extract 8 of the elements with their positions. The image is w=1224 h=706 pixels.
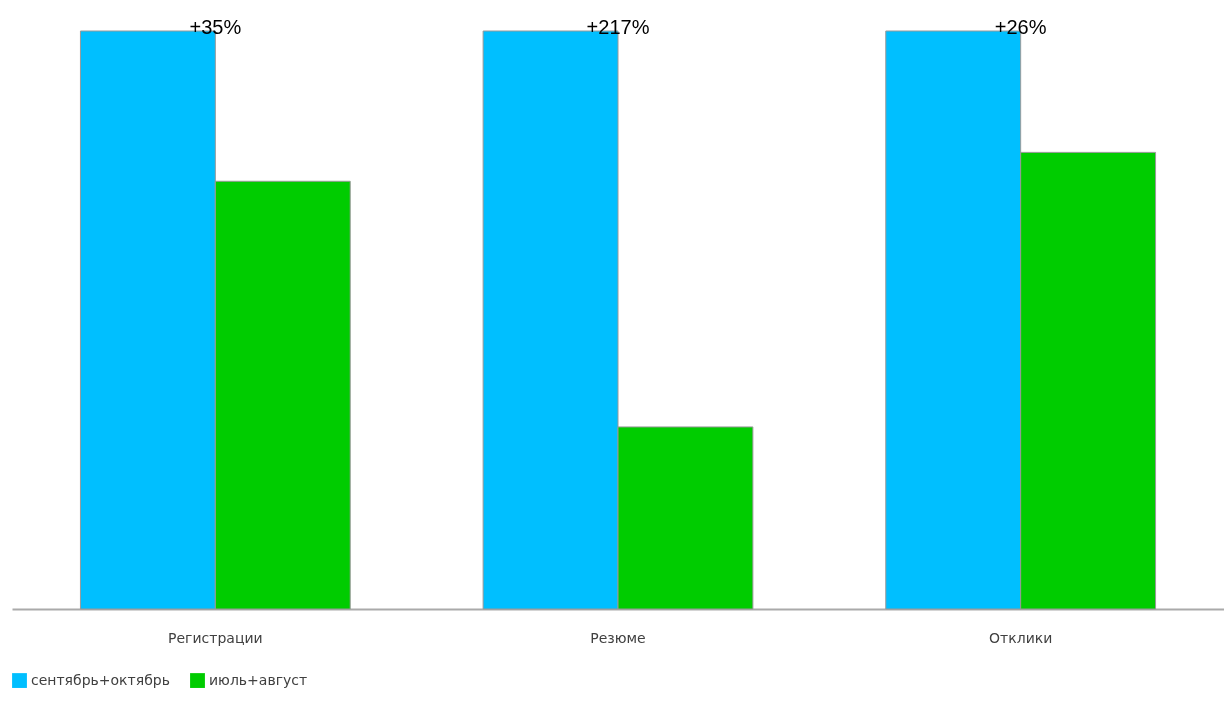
- legend-label: июль+август: [209, 671, 308, 688]
- annotation: +217%: [586, 16, 650, 38]
- annotation: +26%: [994, 16, 1047, 38]
- x-tick-label: Регистрации: [168, 629, 263, 646]
- x-tick-label: Отклики: [989, 629, 1053, 646]
- annotation: +35%: [189, 16, 242, 38]
- legend-label: сентябрь+октябрь: [31, 671, 170, 688]
- x-tick-label: Резюме: [590, 629, 646, 646]
